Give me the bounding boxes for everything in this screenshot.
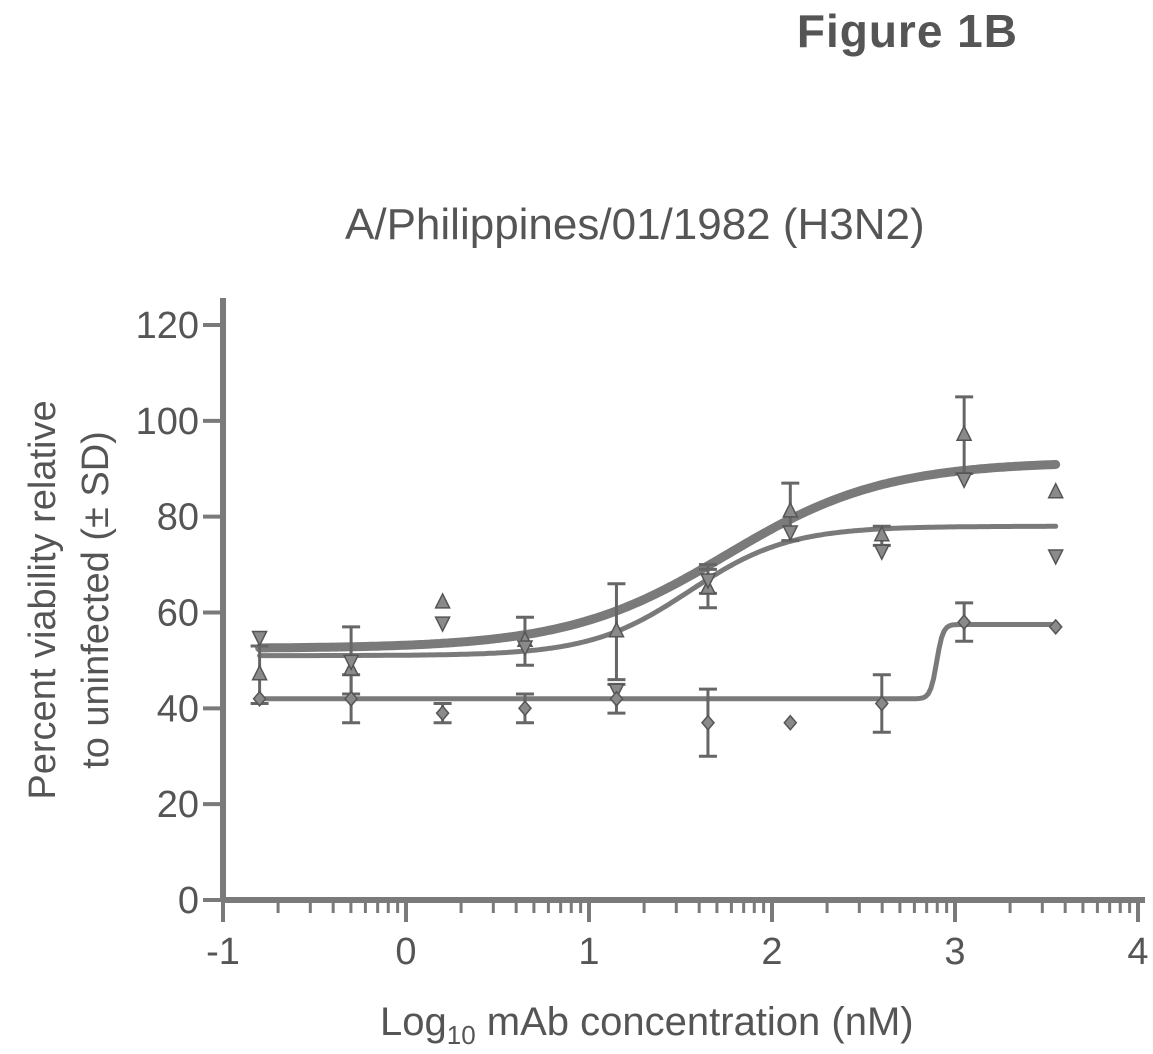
down-triangle-marker [516, 640, 534, 657]
fit-curves [255, 460, 1061, 702]
y-tick-label: 40 [157, 688, 199, 730]
up-triangle-marker [955, 424, 973, 441]
fit-curve [257, 622, 1059, 702]
up-triangle-marker [873, 525, 891, 542]
down-triangle-marker [699, 573, 717, 590]
figure-label: Figure 1B [796, 5, 1018, 57]
down-triangle-marker [955, 472, 973, 489]
x-axis-title-subscript: 10 [446, 1020, 476, 1050]
diamond-marker [1048, 618, 1063, 636]
y-tick-label: 120 [136, 305, 199, 347]
diamond-marker [874, 695, 889, 712]
diamond-marker [518, 700, 532, 717]
x-tick-label: 1 [578, 931, 599, 973]
y-tick-label: 0 [178, 880, 199, 922]
x-axis-title-main: Log [380, 1000, 447, 1044]
up-triangle-marker [251, 664, 268, 681]
x-tick-label: 0 [395, 931, 416, 973]
y-axis-title-line1: Percent viability relative [22, 400, 64, 799]
y-axis-title: Percent viability relative to uninfected… [22, 400, 117, 799]
diamond-marker [701, 714, 715, 731]
y-tick-label: 20 [157, 784, 199, 826]
down-triangle-marker [342, 654, 360, 672]
y-tick-label: 60 [157, 593, 199, 635]
down-triangle-marker [434, 616, 451, 633]
up-triangle-marker [782, 501, 799, 518]
x-axis-title: Log10 mAb concentration (nM) [380, 1000, 914, 1051]
down-triangle-marker [1047, 549, 1064, 566]
x-tick-label: 3 [944, 931, 965, 973]
x-tick-label: 2 [761, 931, 782, 973]
y-tick-label: 80 [157, 497, 199, 539]
fit-curve [257, 523, 1059, 659]
up-triangle-marker [434, 592, 451, 609]
error-bars [250, 395, 974, 758]
up-triangle-marker [608, 621, 625, 638]
chart-title: A/Philippines/01/1982 (H3N2) [345, 200, 925, 249]
down-triangle-marker [782, 525, 799, 542]
diamond-marker [252, 690, 267, 707]
x-axis-title-rest: mAb concentration (nM) [475, 1000, 914, 1044]
x-tick-label: -1 [206, 931, 240, 973]
diamond-marker [957, 613, 972, 631]
up-triangle-marker [1047, 482, 1064, 499]
fit-curve [255, 460, 1061, 653]
diamond-marker [609, 690, 624, 707]
diamond-marker [344, 690, 359, 707]
diamond-marker [783, 714, 798, 731]
x-tick-label: 4 [1127, 931, 1148, 973]
diamond-marker [435, 704, 450, 722]
y-axis-title-line2: to uninfected (± SD) [75, 431, 117, 769]
down-triangle-marker [873, 544, 891, 561]
down-triangle-marker [251, 630, 268, 648]
data-markers [251, 424, 1064, 731]
y-tick-label: 100 [136, 401, 199, 443]
